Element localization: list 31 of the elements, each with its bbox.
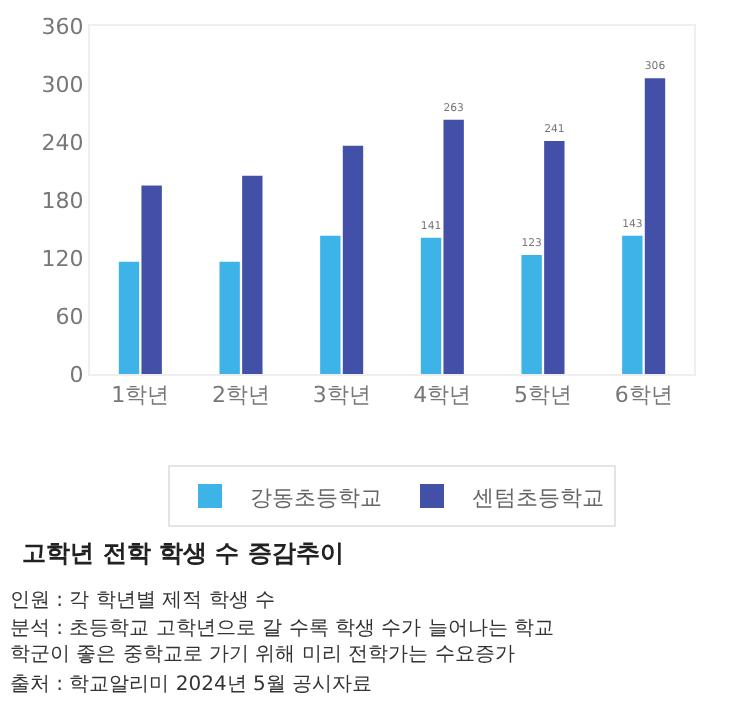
y-tick-label: 240 [41,129,84,156]
legend-label: 강동초등학교 [250,484,382,511]
bar [420,237,442,374]
x-tick-label: 2학년 [212,382,270,409]
bar [342,145,364,374]
x-tick-label: 4학년 [413,382,472,409]
bar [544,141,565,374]
bar [521,255,542,374]
bar [622,235,643,374]
bar [644,78,666,374]
y-tick-label: 180 [41,187,84,214]
x-tick-label: 6학년 [614,382,673,409]
legend-label: 센텀초등학교 [472,484,604,511]
x-tick-label: 5학년 [514,382,572,409]
bar [242,175,263,374]
text: 인원 : 각 학년별 제적 학생 수 [10,590,275,612]
bar [118,261,140,374]
x-tick-label: 1학년 [111,382,170,409]
source-note: 출처 : 학교알리미 2024년 5월 공시자료 [10,674,373,696]
text: 분석 : 초등학교 고학년으로 갈 수록 학생 수가 늘어나는 학교 학군이 좋은 중학교로 가기 위해 미리 전학가는 수요증가 [10,618,554,666]
text: 고학년 전학 학생 수 증감추이 [22,538,344,567]
bar [219,261,240,374]
bar [141,185,162,374]
bar [320,235,341,374]
y-tick-label: 120 [41,245,84,272]
y-tick-label: 60 [55,303,84,330]
y-tick-label: 360 [41,13,84,40]
y-tick-label: 300 [41,71,84,98]
y-tick-label: 0 [69,361,84,388]
x-tick-label: 3학년 [312,382,371,409]
bar [443,119,464,374]
